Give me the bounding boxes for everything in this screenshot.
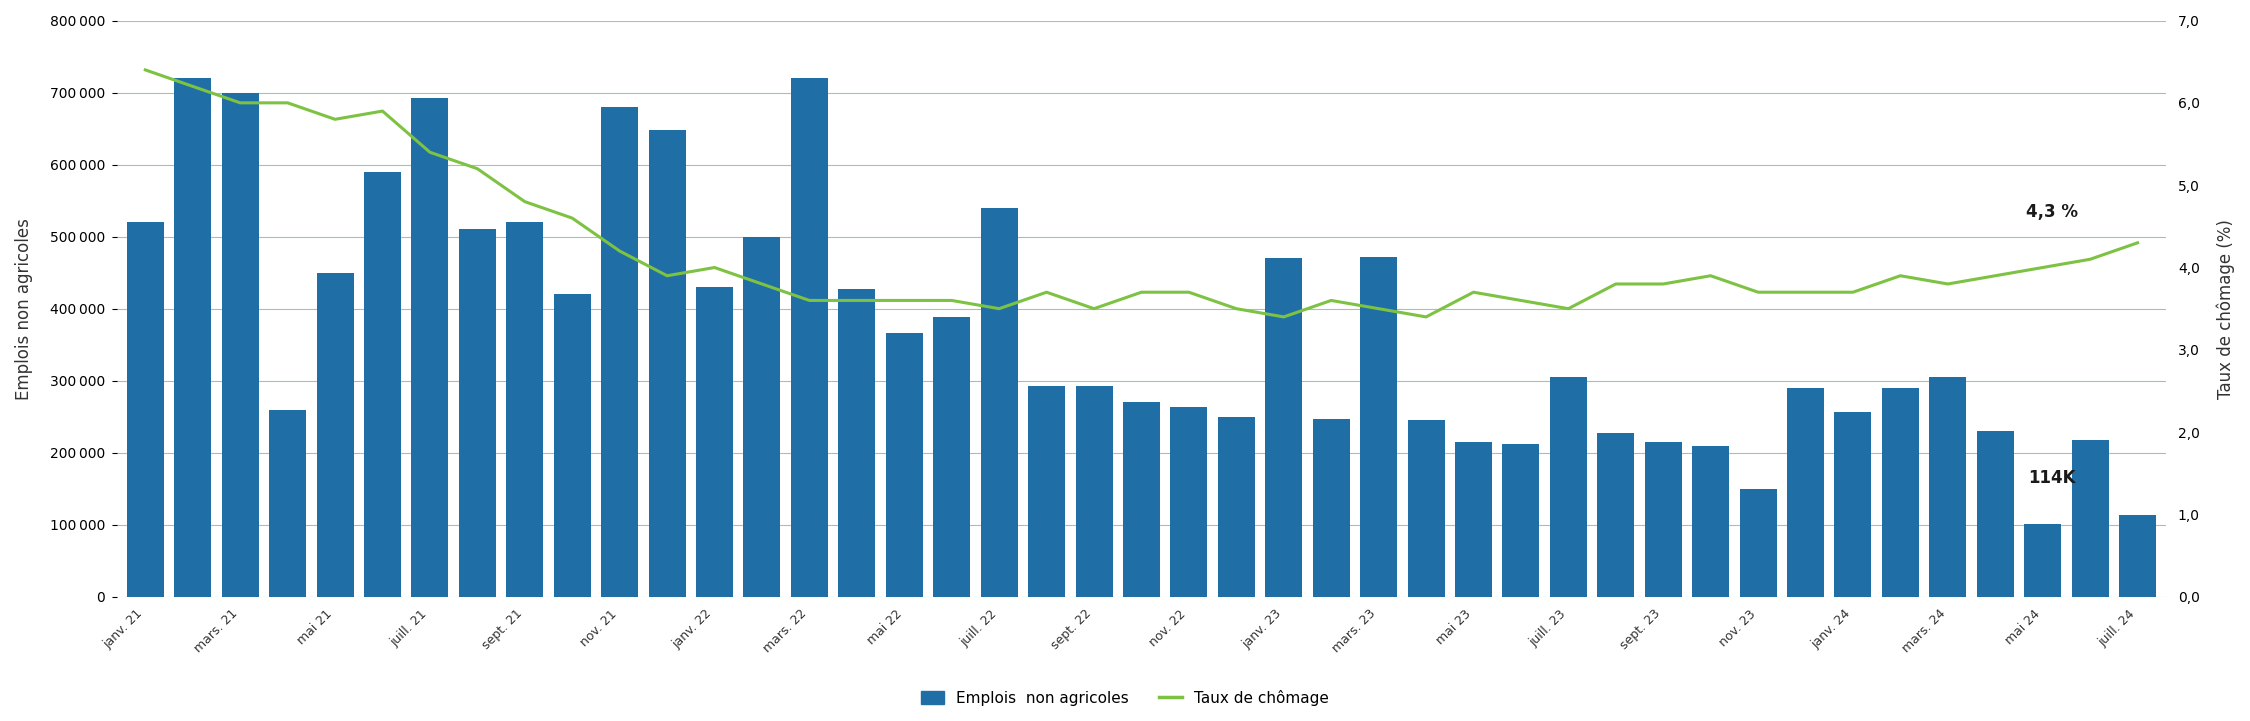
- Bar: [2072, 440, 2108, 597]
- Bar: [1265, 257, 1303, 597]
- Bar: [1170, 407, 1208, 597]
- Taux de chômage: [2124, 239, 2151, 247]
- Taux de chômage: [605, 247, 632, 255]
- Taux de chômage: [844, 296, 871, 305]
- Bar: [1312, 419, 1350, 597]
- Taux de chômage: [2077, 255, 2104, 264]
- Bar: [2120, 515, 2156, 597]
- Bar: [1598, 433, 1634, 597]
- Taux de chômage: [1127, 288, 1154, 296]
- Bar: [1359, 257, 1397, 597]
- Bar: [223, 92, 259, 597]
- Text: 4,3 %: 4,3 %: [2027, 203, 2079, 221]
- Taux de chômage: [1413, 313, 1440, 322]
- Bar: [270, 410, 306, 597]
- Bar: [1786, 388, 1825, 597]
- Y-axis label: Emplois non agricoles: Emplois non agricoles: [16, 218, 34, 399]
- Bar: [1928, 377, 1966, 597]
- Taux de chômage: [1222, 304, 1249, 313]
- Bar: [1503, 444, 1539, 597]
- Taux de chômage: [1602, 280, 1629, 288]
- Taux de chômage: [986, 304, 1012, 313]
- Taux de chômage: [369, 107, 396, 115]
- Taux de chômage: [938, 296, 965, 305]
- Taux de chômage: [227, 99, 254, 107]
- Bar: [317, 273, 353, 597]
- Bar: [601, 107, 639, 597]
- Taux de chômage: [464, 164, 490, 173]
- Line: Taux de chômage: Taux de chômage: [146, 70, 2138, 317]
- Taux de chômage: [1840, 288, 1867, 296]
- Taux de chômage: [511, 198, 538, 206]
- Taux de chômage: [652, 271, 680, 280]
- Bar: [1076, 386, 1112, 597]
- Bar: [792, 78, 828, 597]
- Taux de chômage: [749, 280, 776, 288]
- Taux de chômage: [1271, 313, 1298, 322]
- Taux de chômage: [1791, 288, 1818, 296]
- Bar: [126, 222, 164, 597]
- Taux de chômage: [1888, 271, 1915, 280]
- Taux de chômage: [1174, 288, 1202, 296]
- Taux de chômage: [702, 263, 729, 272]
- Bar: [1645, 442, 1681, 597]
- Taux de chômage: [1982, 271, 2009, 280]
- Taux de chômage: [1744, 288, 1771, 296]
- Bar: [1834, 412, 1872, 597]
- Taux de chômage: [1696, 271, 1724, 280]
- Bar: [364, 172, 400, 597]
- Taux de chômage: [1080, 304, 1107, 313]
- Taux de chômage: [1318, 296, 1346, 305]
- Taux de chômage: [180, 82, 207, 91]
- Bar: [981, 208, 1017, 597]
- Bar: [1123, 402, 1161, 597]
- Bar: [1028, 386, 1064, 597]
- Bar: [1408, 420, 1444, 597]
- Y-axis label: Taux de chômage (%): Taux de chômage (%): [2216, 218, 2234, 399]
- Taux de chômage: [1033, 288, 1060, 296]
- Bar: [1692, 446, 1730, 597]
- Bar: [742, 236, 781, 597]
- Taux de chômage: [1508, 296, 1534, 305]
- Bar: [1217, 417, 1256, 597]
- Taux de chômage: [558, 214, 585, 223]
- Taux de chômage: [1366, 304, 1393, 313]
- Bar: [934, 317, 970, 597]
- Taux de chômage: [891, 296, 918, 305]
- Bar: [1456, 442, 1492, 597]
- Bar: [1550, 377, 1586, 597]
- Taux de chômage: [1555, 304, 1582, 313]
- Text: 114K: 114K: [2030, 469, 2077, 487]
- Legend: Emplois  non agricoles, Taux de chômage: Emplois non agricoles, Taux de chômage: [914, 682, 1336, 713]
- Taux de chômage: [1460, 288, 1487, 296]
- Bar: [886, 333, 922, 597]
- Taux de chômage: [1649, 280, 1676, 288]
- Bar: [648, 130, 686, 597]
- Taux de chômage: [416, 148, 443, 156]
- Taux de chômage: [1935, 280, 1962, 288]
- Taux de chômage: [796, 296, 824, 305]
- Taux de chômage: [322, 115, 349, 123]
- Taux de chômage: [133, 66, 160, 74]
- Bar: [554, 294, 592, 597]
- Bar: [412, 97, 448, 597]
- Taux de chômage: [274, 99, 302, 107]
- Bar: [1739, 489, 1778, 597]
- Bar: [839, 288, 875, 597]
- Bar: [459, 229, 495, 597]
- Bar: [506, 222, 542, 597]
- Bar: [2025, 524, 2061, 597]
- Bar: [1881, 388, 1919, 597]
- Bar: [173, 78, 212, 597]
- Taux de chômage: [2030, 263, 2056, 272]
- Bar: [1978, 431, 2014, 597]
- Bar: [695, 287, 734, 597]
